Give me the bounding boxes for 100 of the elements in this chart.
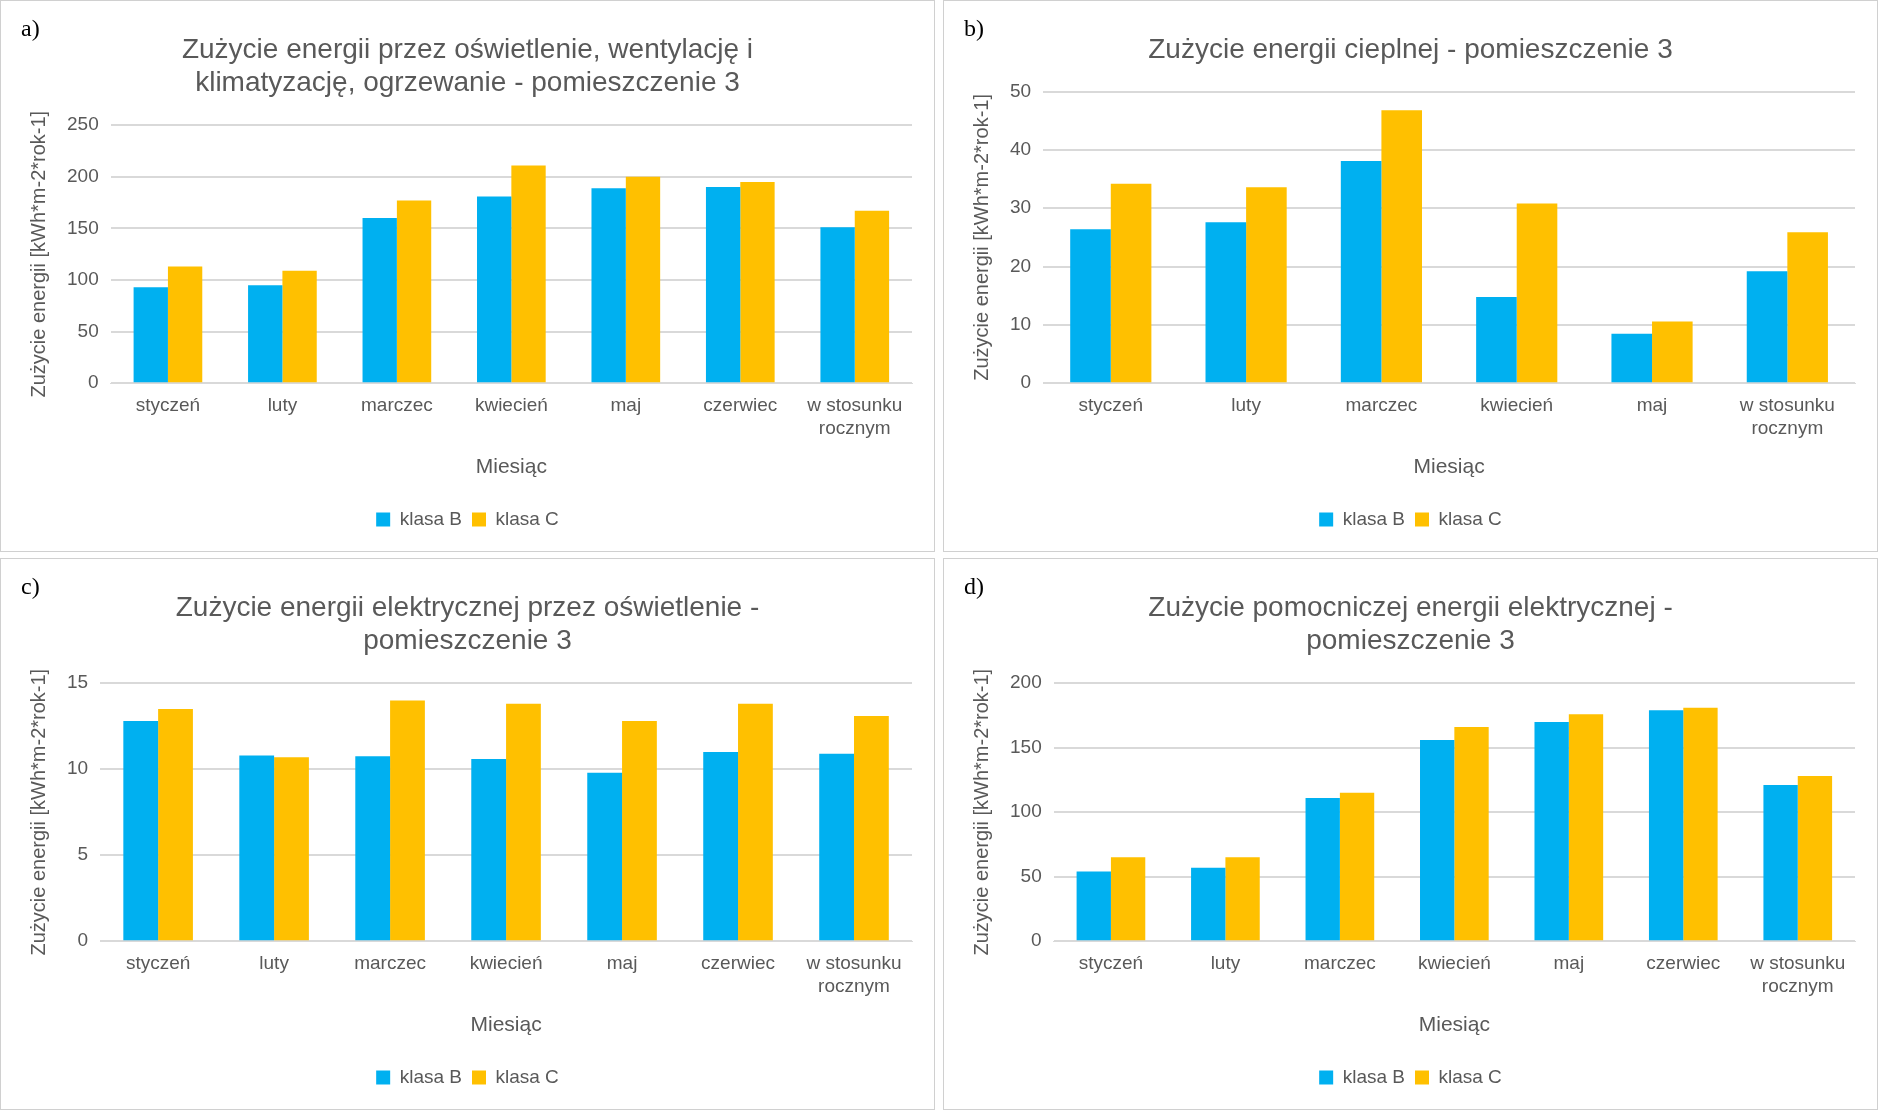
bar [587, 772, 623, 941]
x-tick-label: w stosunku rocznym [1749, 951, 1846, 996]
bar [1340, 161, 1382, 383]
legend-label: klasa B [1342, 507, 1405, 529]
chart-title: Zużycie pomocniczej energii elektrycznej - pomieszczenie 3 [1148, 590, 1673, 656]
y-tick-label: 50 [1020, 864, 1042, 886]
x-tick-label: kwiecień [1417, 951, 1491, 973]
bar [1420, 739, 1455, 941]
bar [282, 270, 317, 383]
bar [1652, 321, 1693, 383]
y-tick-label: 50 [77, 319, 99, 341]
y-tick-label: 0 [77, 929, 89, 951]
bar [1476, 296, 1517, 383]
y-tick-label: 40 [1009, 138, 1032, 160]
bar [854, 715, 889, 941]
bar [274, 757, 309, 941]
chart-title: Zużycie energii elektrycznej przez oświetlenie - pomieszczenie 3 [175, 590, 760, 656]
chart-title: Zużycie energii przez oświetlenie, wentylację i klimatyzację, ogrzewanie - pomieszczenie 3 [181, 32, 754, 98]
y-axis-title: Zużycie energii [kWh*m-2*rok-1] [969, 668, 992, 956]
y-tick-label: 20 [1009, 254, 1032, 276]
x-tick-label: kwiecień [1480, 393, 1554, 415]
text: d) [964, 573, 984, 600]
x-tick-label: styczeń [135, 393, 201, 415]
legend-label: klasa C [1438, 1065, 1502, 1087]
bar [738, 703, 773, 941]
y-tick-label: 150 [67, 216, 99, 238]
bar [1454, 727, 1489, 941]
bar [1381, 110, 1423, 383]
y-axis-title: Zużycie energii [kWh*m-2*rok-1] [26, 110, 49, 398]
bar [819, 753, 855, 941]
bar [390, 700, 425, 941]
bar [705, 187, 741, 383]
bar [477, 196, 512, 383]
x-tick-label: w stosunku rocznym [1738, 393, 1835, 438]
bar [703, 752, 739, 941]
bar [248, 285, 283, 383]
y-tick-label: 0 [1031, 929, 1042, 951]
bar [1797, 776, 1833, 941]
y-axis-title: Zużycie energii [kWh*m-2*rok-1] [969, 94, 992, 381]
x-axis-title: Miesiąc [1418, 1012, 1490, 1036]
x-tick-label: czerwiec [1646, 951, 1721, 973]
bar [622, 721, 657, 941]
bar [1076, 871, 1111, 941]
y-tick-label: 100 [67, 268, 99, 290]
text: b) [964, 15, 984, 42]
y-tick-label: 100 [1010, 800, 1042, 822]
chart-title: Zużycie energii cieplnej - pomieszczenie 3 [1148, 32, 1673, 64]
bar [820, 227, 855, 383]
x-axis-title: Miesiąc [470, 1012, 542, 1036]
y-tick-label: 150 [1010, 735, 1042, 757]
y-tick-label: 200 [67, 165, 99, 187]
y-tick-label: 30 [1009, 196, 1032, 218]
x-axis-title: Miesiąc [1413, 454, 1485, 478]
legend-label: klasa B [399, 507, 462, 529]
bar [625, 176, 661, 383]
x-tick-label: kwiecień [474, 393, 548, 415]
x-tick-label: luty [259, 951, 290, 973]
bar [854, 210, 890, 383]
x-tick-label: maj [606, 951, 638, 973]
bar [471, 758, 507, 941]
x-tick-label: marczec [354, 951, 426, 973]
legend-label: klasa B [399, 1065, 462, 1087]
bar [1305, 798, 1340, 941]
x-tick-label: maj [610, 393, 642, 415]
bar [591, 188, 626, 383]
legend-label: klasa C [495, 507, 559, 529]
x-tick-label: luty [267, 393, 298, 415]
x-tick-label: marczec [360, 393, 433, 415]
bar [362, 218, 397, 383]
bar [133, 287, 168, 383]
bar [1191, 867, 1226, 941]
bar [1205, 222, 1247, 383]
y-tick-label: 15 [66, 671, 89, 693]
y-tick-label: 0 [1020, 371, 1032, 393]
y-axis-title: Zużycie energii [kWh*m-2*rok-1] [26, 668, 49, 956]
bar [1110, 857, 1146, 941]
x-axis-title: Miesiąc [475, 454, 547, 478]
bar [1110, 183, 1152, 383]
y-tick-label: 50 [1009, 79, 1032, 101]
bar [1787, 232, 1828, 383]
y-tick-label: 10 [66, 757, 89, 779]
x-tick-label: maj [1553, 951, 1585, 973]
y-tick-label: 0 [88, 371, 99, 393]
x-tick-label: marczec [1303, 951, 1376, 973]
bar [1070, 229, 1111, 383]
bar [740, 181, 775, 383]
bar [1683, 707, 1718, 941]
legend-label: klasa B [1342, 1065, 1405, 1087]
legend-label: klasa C [1438, 507, 1502, 529]
x-tick-label: luty [1231, 393, 1262, 415]
bar [158, 709, 193, 941]
bar [511, 165, 546, 383]
x-tick-label: czerwiec [701, 951, 775, 973]
bar [1534, 721, 1569, 941]
legend-label: klasa C [495, 1065, 559, 1087]
bar [1763, 785, 1798, 941]
x-tick-label: styczeń [125, 951, 191, 973]
bar [1568, 714, 1604, 941]
bar [1648, 710, 1684, 941]
bar [1516, 203, 1558, 383]
